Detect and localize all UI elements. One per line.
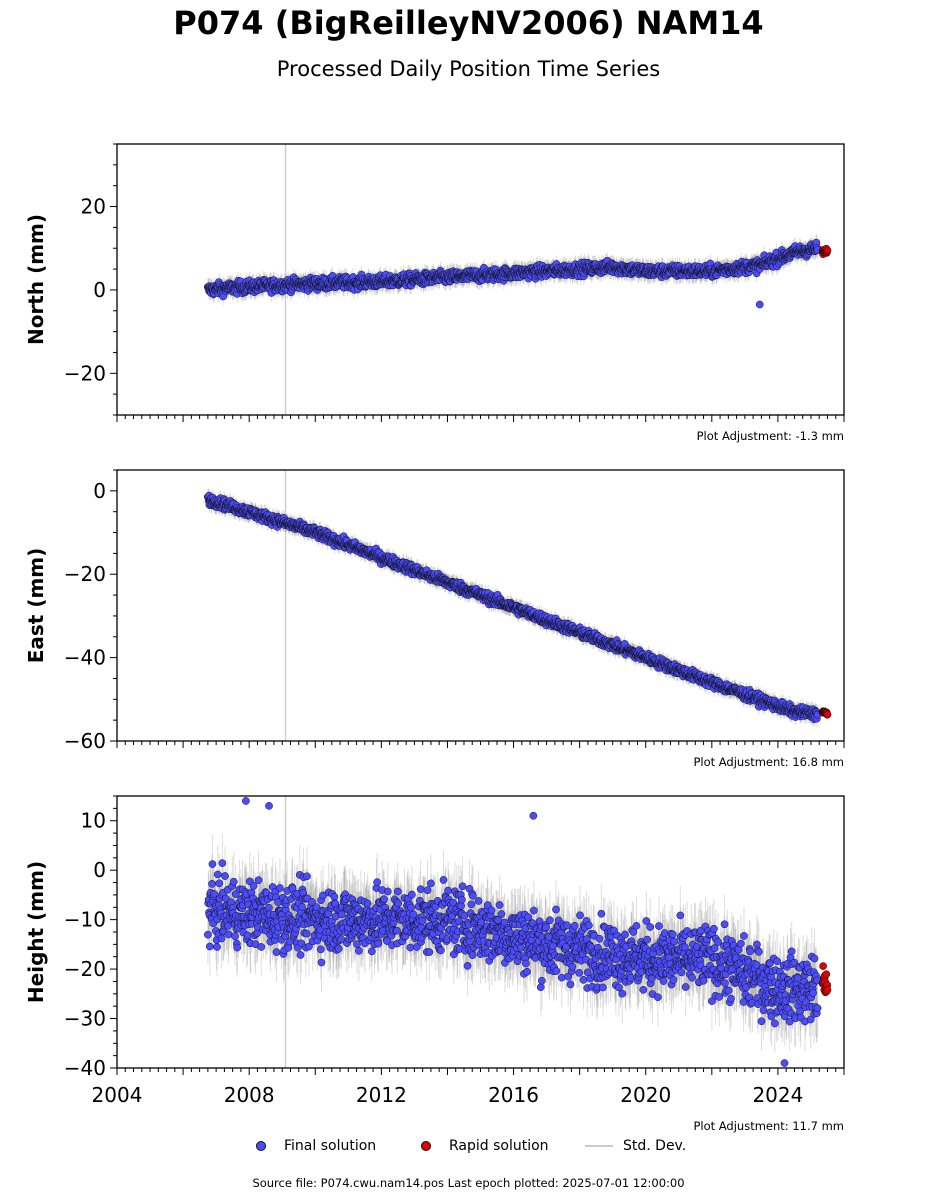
- y-tick-label: −20: [64, 361, 106, 385]
- outlier-point: [755, 300, 764, 309]
- rapid-point: [823, 246, 832, 255]
- y-tick-label: 20: [81, 195, 106, 219]
- chart-subtitle: Processed Daily Position Time Series: [276, 57, 661, 81]
- plot-adjustment: Plot Adjustment: -1.3 mm: [697, 429, 844, 443]
- plot-area: [204, 470, 832, 741]
- chart-title: P074 (BigReilleyNV2006) NAM14: [173, 4, 764, 42]
- final-series: [204, 233, 822, 306]
- y-axis-label: North (mm): [24, 214, 48, 345]
- panel-1: 20 0 −20 North (mm) Plot Adjustment: -1.3 mm: [24, 143, 845, 443]
- plot-area: [204, 144, 832, 415]
- y-tick-label: 0: [93, 278, 106, 302]
- rapid-series: [818, 244, 832, 259]
- final-series: [204, 487, 822, 728]
